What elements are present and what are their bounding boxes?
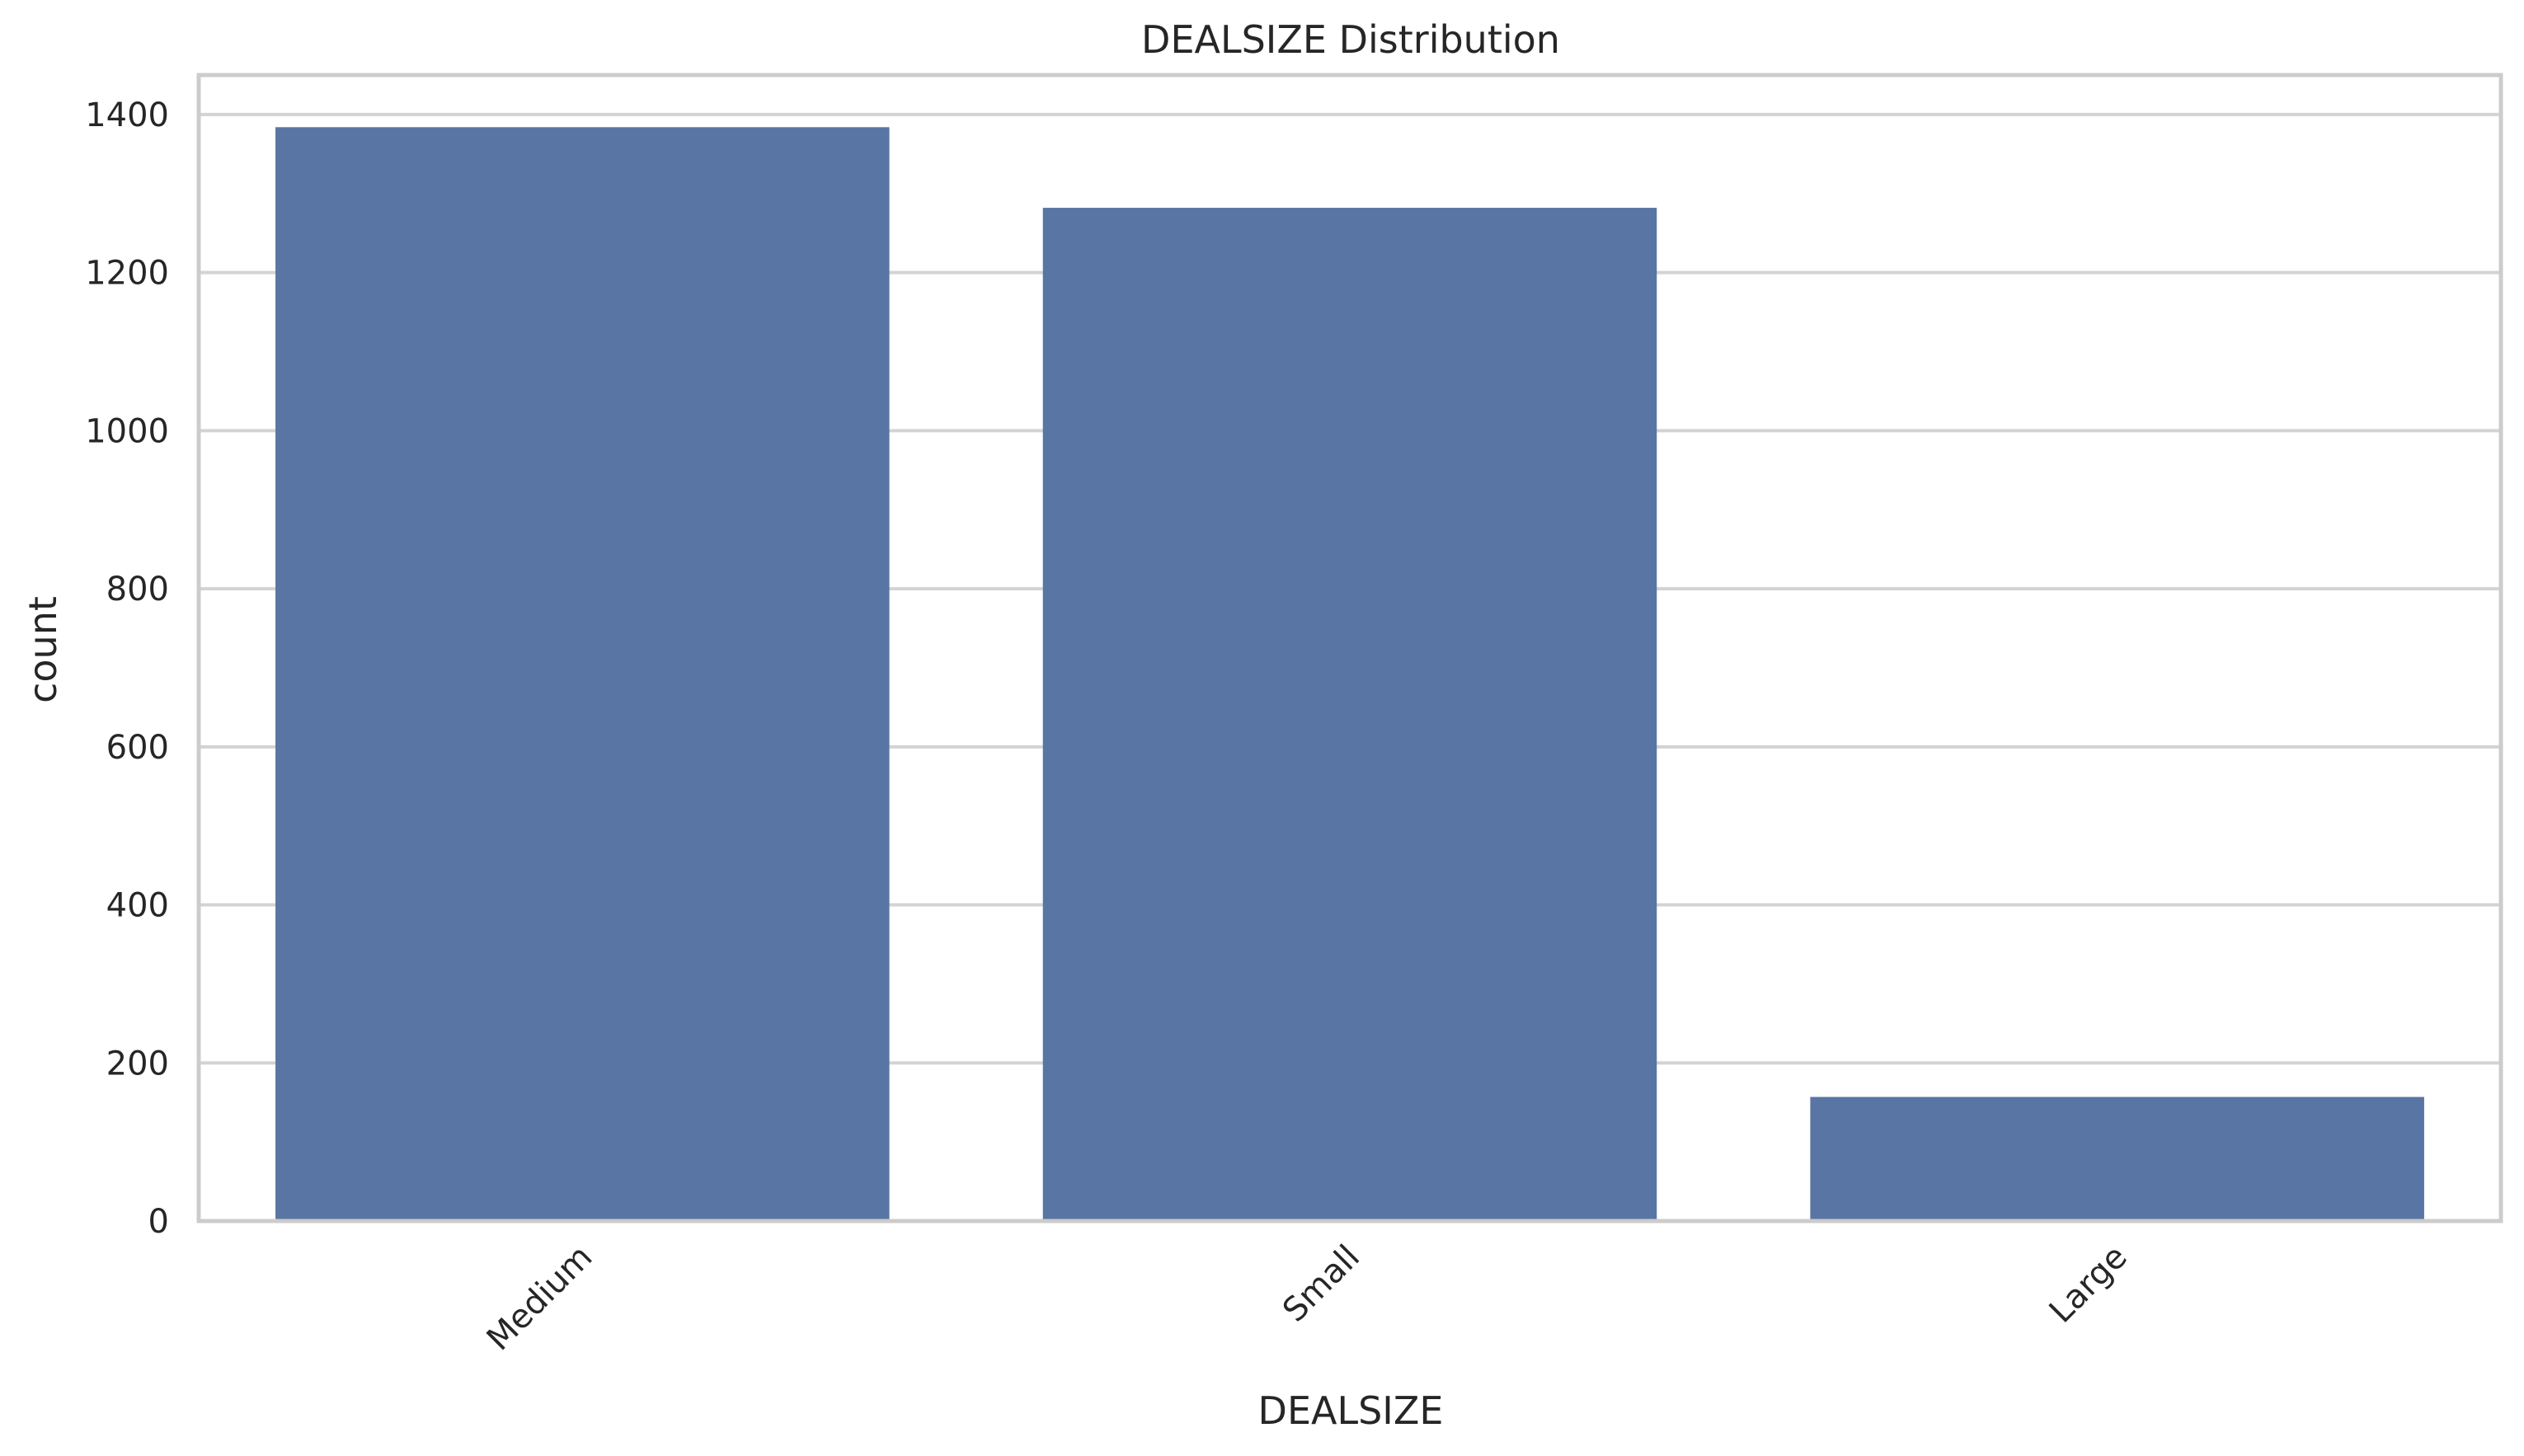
x-axis-title: DEALSIZE (1258, 1388, 1444, 1433)
axes-frame (196, 73, 2503, 1224)
bar-small (1042, 208, 1657, 1221)
y-tick-label: 800 (106, 571, 169, 608)
chart-title: DEALSIZE Distribution (1141, 17, 1560, 62)
bars (275, 127, 2424, 1222)
axes-spines (196, 73, 2503, 1224)
y-tick-label: 200 (106, 1045, 169, 1083)
y-tick-label: 1200 (85, 255, 169, 293)
y-tick-labels: 0 200 400 600 800 1000 1200 1400 (85, 96, 169, 1241)
y-tick-label: 1000 (85, 412, 169, 450)
y-tick-label: 1400 (85, 96, 169, 134)
bar-medium (275, 127, 890, 1222)
y-tick-label: 600 (106, 729, 169, 767)
y-axis-title: count (21, 596, 65, 703)
y-tick-label: 400 (106, 887, 169, 925)
bar-large (1810, 1097, 2424, 1221)
y-tick-label: 0 (148, 1203, 169, 1241)
